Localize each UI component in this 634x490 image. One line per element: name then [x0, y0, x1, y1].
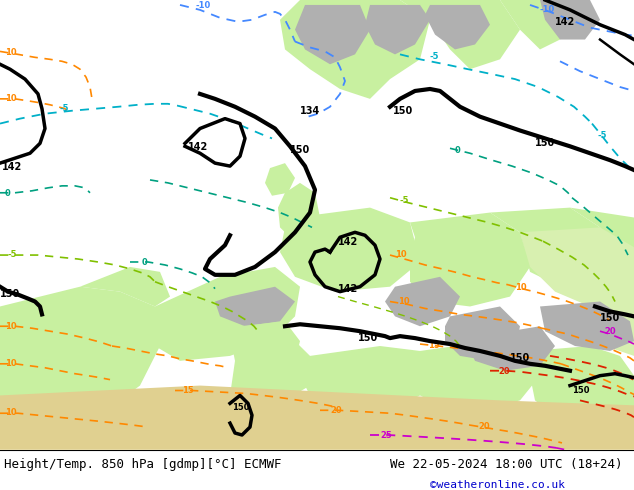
Text: 10: 10	[5, 49, 16, 57]
Text: 10: 10	[515, 283, 527, 292]
Text: 150: 150	[0, 289, 20, 298]
Polygon shape	[445, 306, 520, 361]
Polygon shape	[280, 208, 420, 292]
Text: 150: 150	[535, 138, 555, 148]
Text: ©weatheronline.co.uk: ©weatheronline.co.uk	[430, 480, 565, 490]
Polygon shape	[365, 5, 430, 54]
Polygon shape	[570, 208, 634, 267]
Text: 20: 20	[604, 327, 616, 336]
Polygon shape	[278, 183, 320, 242]
Text: 142: 142	[2, 162, 22, 172]
Text: Height/Temp. 850 hPa [gdmp][°C] ECMWF: Height/Temp. 850 hPa [gdmp][°C] ECMWF	[4, 458, 281, 471]
Text: -5: -5	[598, 131, 607, 141]
Polygon shape	[0, 386, 634, 450]
Polygon shape	[410, 213, 530, 306]
Polygon shape	[425, 5, 490, 49]
Text: 20: 20	[498, 367, 510, 376]
Polygon shape	[230, 321, 300, 435]
Text: 10: 10	[5, 359, 16, 368]
Text: -5: -5	[430, 52, 439, 61]
Text: -10: -10	[540, 5, 555, 14]
Polygon shape	[530, 346, 634, 425]
Text: -5: -5	[60, 104, 70, 113]
Polygon shape	[415, 341, 540, 410]
Polygon shape	[0, 287, 160, 425]
Polygon shape	[295, 5, 370, 64]
Polygon shape	[585, 287, 634, 356]
Polygon shape	[140, 267, 300, 361]
Text: 150: 150	[358, 333, 378, 343]
Text: 0: 0	[5, 189, 11, 198]
Text: 10: 10	[398, 297, 410, 306]
Text: 150: 150	[572, 387, 590, 395]
Text: 0: 0	[455, 146, 461, 155]
Text: 142: 142	[338, 284, 358, 294]
Polygon shape	[400, 0, 520, 69]
Text: 10: 10	[5, 322, 16, 331]
Polygon shape	[468, 326, 555, 371]
Text: 15: 15	[428, 341, 440, 350]
Text: 142: 142	[188, 142, 208, 152]
Polygon shape	[80, 267, 170, 306]
Text: We 22-05-2024 18:00 UTC (18+24): We 22-05-2024 18:00 UTC (18+24)	[390, 458, 623, 471]
Text: 142: 142	[555, 17, 575, 27]
Polygon shape	[500, 0, 570, 49]
Text: -5: -5	[8, 250, 18, 259]
Text: 150: 150	[600, 313, 620, 323]
Text: 134: 134	[300, 106, 320, 116]
Polygon shape	[235, 341, 310, 405]
Text: 142: 142	[338, 237, 358, 247]
Text: 15: 15	[182, 387, 194, 395]
Text: 150: 150	[510, 353, 530, 363]
Text: 150: 150	[393, 106, 413, 116]
Text: 0: 0	[142, 258, 148, 267]
Text: 10: 10	[395, 250, 406, 259]
Text: 150: 150	[290, 145, 310, 155]
Text: 10: 10	[5, 94, 16, 103]
Polygon shape	[280, 0, 430, 99]
Text: -5: -5	[400, 196, 410, 205]
Polygon shape	[520, 227, 634, 317]
Polygon shape	[540, 301, 634, 351]
Polygon shape	[300, 346, 435, 415]
Polygon shape	[265, 163, 295, 196]
Text: 25: 25	[380, 431, 392, 440]
Text: -10: -10	[195, 1, 210, 10]
Polygon shape	[490, 208, 615, 292]
Polygon shape	[385, 277, 460, 326]
Text: 10: 10	[5, 408, 16, 417]
Polygon shape	[215, 287, 295, 326]
Text: 150: 150	[232, 403, 250, 412]
Polygon shape	[540, 0, 600, 40]
Text: 20: 20	[330, 406, 342, 415]
Text: 20: 20	[478, 422, 489, 431]
